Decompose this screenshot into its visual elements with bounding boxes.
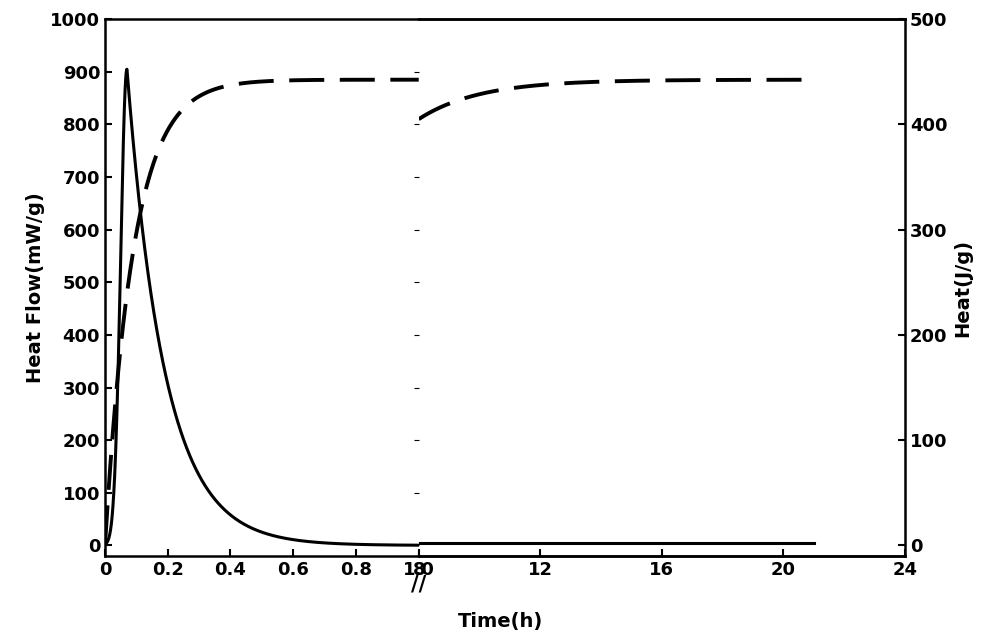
- Y-axis label: Heat(J/g): Heat(J/g): [953, 238, 972, 337]
- Text: //: //: [411, 574, 426, 595]
- Y-axis label: Heat Flow(mW/g): Heat Flow(mW/g): [26, 192, 45, 383]
- Text: Time(h): Time(h): [457, 612, 543, 631]
